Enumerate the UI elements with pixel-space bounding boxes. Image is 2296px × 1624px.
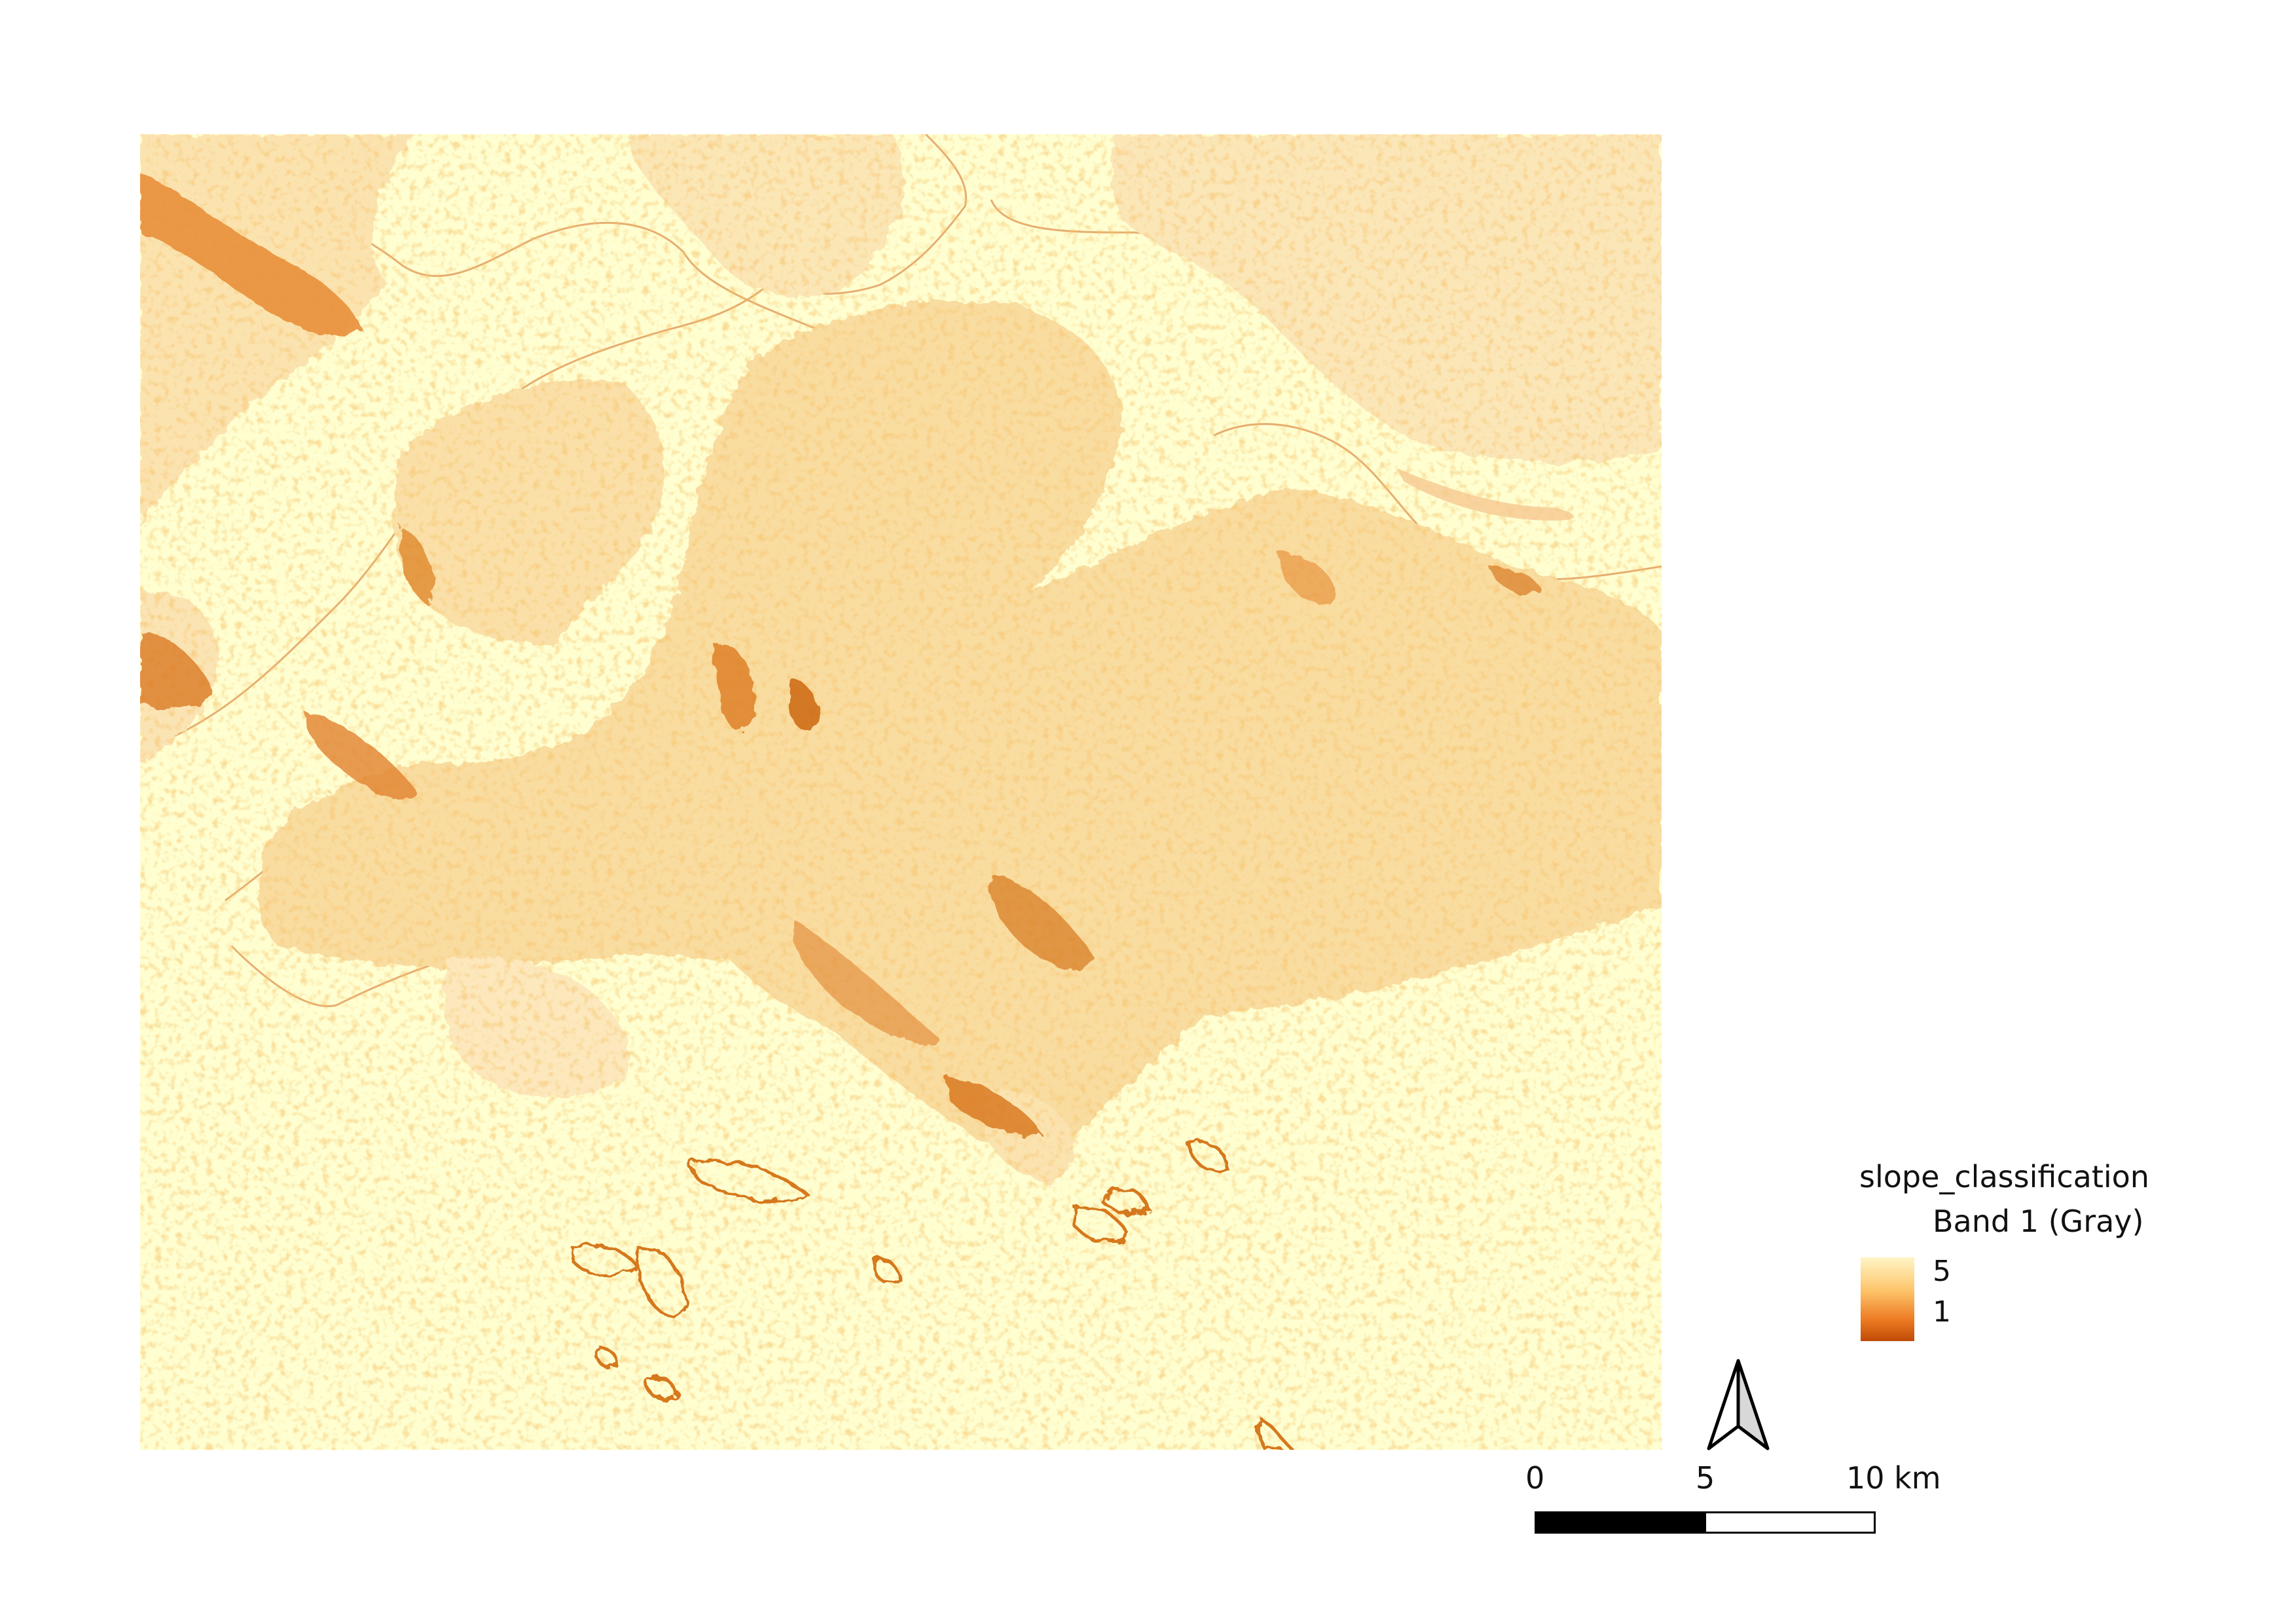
scale-bar: 0 5 10 km [1506, 1460, 1941, 1545]
scale-segment-light [1704, 1511, 1876, 1534]
legend: slope_classification Band 1 (Gray) 5 1 [1859, 1159, 2252, 1356]
terrain-texture [140, 134, 1662, 1450]
southern-islands [570, 1139, 1295, 1450]
legend-title: slope_classification [1859, 1159, 2149, 1194]
scale-label-5: 5 [1696, 1460, 1715, 1496]
legend-band-label: Band 1 (Gray) [1933, 1204, 2144, 1239]
legend-min-label: 1 [1933, 1295, 1951, 1329]
legend-max-label: 5 [1933, 1255, 1951, 1288]
scale-label-10km: 10 km [1846, 1460, 1941, 1496]
scale-label-0: 0 [1525, 1460, 1545, 1496]
north-arrow-icon [1702, 1356, 1774, 1454]
steep-slope-clusters [140, 174, 1541, 1137]
map-canvas[interactable] [140, 134, 1662, 1450]
northeast-spit [1397, 468, 1574, 521]
scale-segment-dark [1535, 1511, 1706, 1534]
slope-raster [140, 134, 1662, 1450]
legend-color-ramp [1861, 1257, 1914, 1341]
